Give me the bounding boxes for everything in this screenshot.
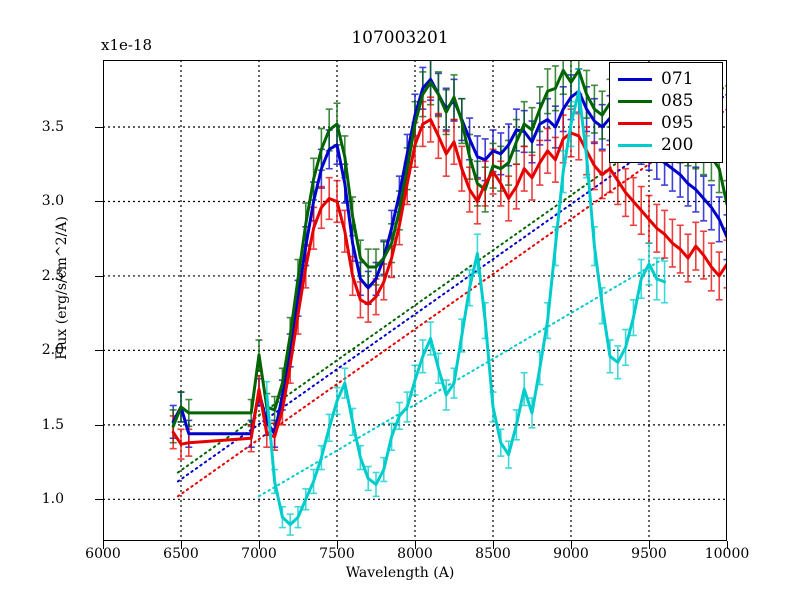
x-tick-label: 8500 — [475, 546, 511, 562]
y-tickmark — [95, 350, 103, 352]
y-tick-label: 3.5 — [41, 119, 64, 135]
plot-axes-frame — [103, 60, 727, 541]
legend-label: 200 — [661, 134, 694, 155]
legend-item-085: 085 — [616, 90, 716, 112]
y-axis-multiplier-label: x1e-18 — [101, 36, 153, 54]
legend-swatch-071 — [618, 77, 652, 81]
legend-item-095: 095 — [616, 112, 716, 134]
x-tick-label: 6500 — [163, 546, 199, 562]
page-title: 107003201 — [351, 28, 449, 48]
095-line — [171, 118, 727, 446]
x-tickmark — [727, 541, 728, 549]
x-tickmark — [415, 541, 416, 549]
legend-label: 071 — [661, 68, 694, 89]
x-tick-label: 7500 — [319, 546, 355, 562]
y-tickmark — [95, 424, 103, 426]
legend-item-071: 071 — [616, 68, 716, 90]
y-tick-label: 1.0 — [41, 491, 64, 508]
y-tickmark — [95, 499, 103, 501]
x-tickmark — [571, 541, 572, 549]
legend-swatch-200 — [618, 143, 652, 147]
x-tickmark — [337, 541, 338, 549]
x-tickmark — [259, 541, 260, 549]
x-tick-label: 6000 — [85, 546, 121, 562]
legend-swatch-085 — [618, 99, 652, 103]
legend-swatch-095 — [618, 121, 652, 125]
legend-label: 085 — [661, 90, 694, 111]
y-tickmark — [95, 127, 103, 128]
y-tick-label: 3.0 — [41, 193, 64, 210]
x-tick-label: 7000 — [241, 546, 277, 562]
x-tick-label: 10000 — [704, 546, 750, 562]
x-tick-label: 8000 — [397, 546, 433, 562]
y-tickmark — [95, 275, 103, 277]
y-tickmark — [95, 201, 103, 203]
x-tickmark — [181, 541, 182, 549]
x-tick-label: 9500 — [631, 546, 667, 562]
x-tickmark — [649, 541, 650, 549]
200-continuum — [258, 257, 666, 498]
y-tick-label: 2.0 — [41, 342, 64, 359]
legend-label: 095 — [661, 112, 694, 133]
legend: 071 085 095 200 — [609, 62, 723, 163]
y-tick-label: 1.5 — [41, 416, 64, 433]
x-tickmark — [493, 541, 494, 549]
200-line — [265, 89, 667, 527]
y-tick-label: 2.5 — [41, 267, 64, 284]
legend-item-200: 200 — [616, 134, 716, 156]
x-axis-label: Wavelength (A) — [345, 565, 455, 581]
x-tick-label: 9000 — [553, 546, 589, 562]
x-tickmark — [103, 541, 104, 549]
